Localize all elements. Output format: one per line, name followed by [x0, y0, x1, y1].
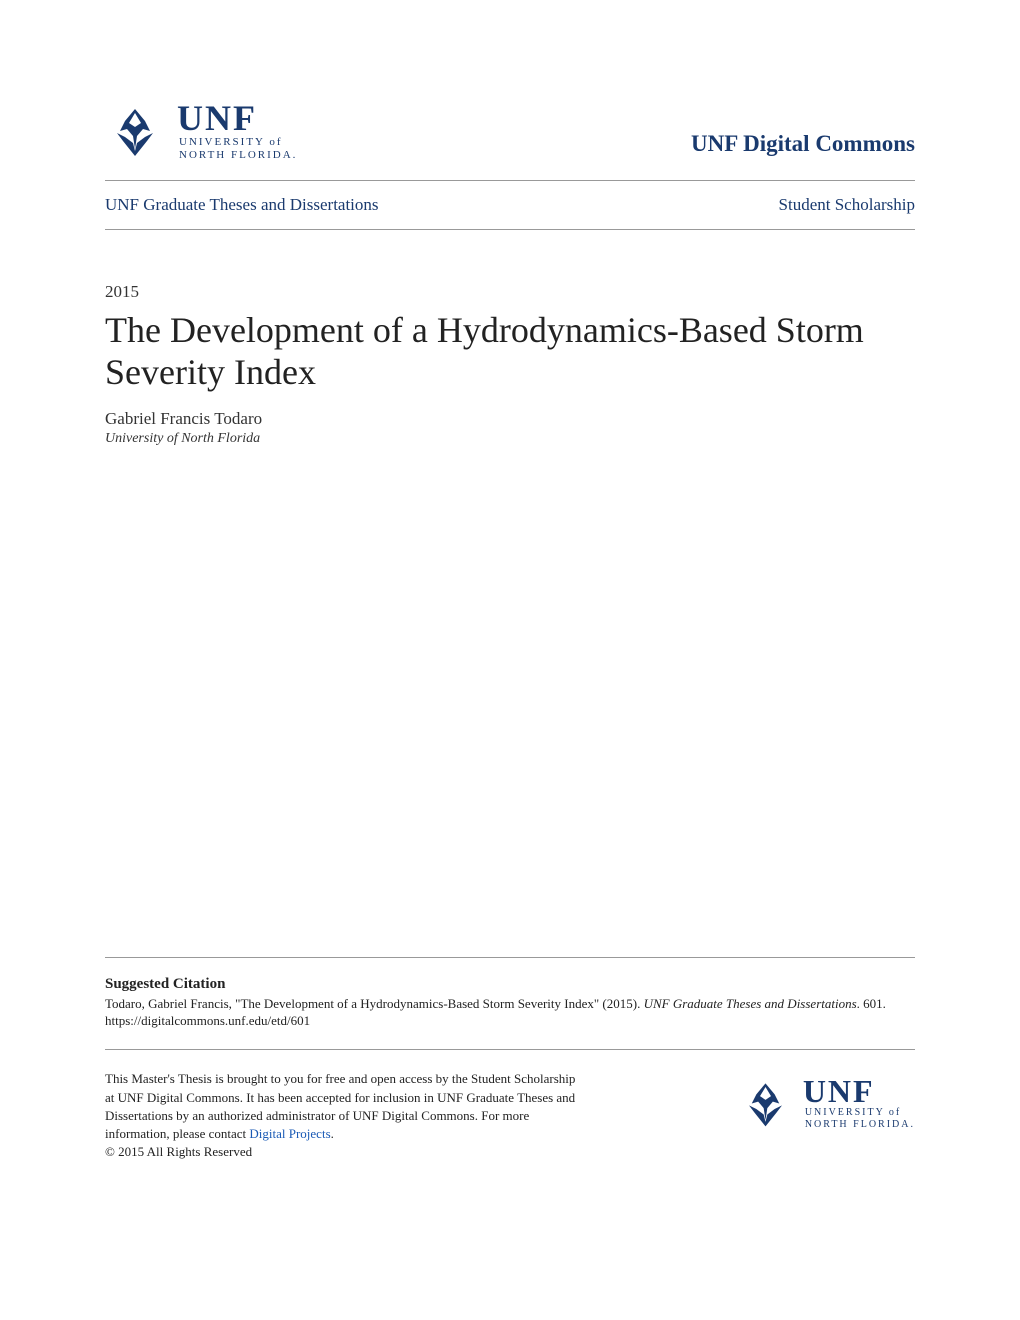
osprey-icon [105, 101, 165, 161]
author-affiliation: University of North Florida [105, 431, 915, 447]
citation-part2: . 601. [857, 996, 886, 1011]
citation-section: Suggested Citation Todaro, Gabriel Franc… [105, 957, 915, 1029]
footer-logo-unf-text: UNF [803, 1075, 915, 1107]
citation-part1: Todaro, Gabriel Francis, "The Developmen… [105, 996, 644, 1011]
citation-text: Todaro, Gabriel Francis, "The Developmen… [105, 995, 915, 1013]
logo-bottom: UNF UNIVERSITY of NORTH FLORIDA. [738, 1075, 915, 1131]
header: UNF UNIVERSITY of NORTH FLORIDA. UNF Dig… [105, 100, 915, 162]
footer-logo-university-line1: UNIVERSITY of [805, 1107, 915, 1119]
logo-university-line2: NORTH FLORIDA. [179, 149, 297, 162]
breadcrumb: UNF Graduate Theses and Dissertations St… [105, 181, 915, 229]
logo-unf-text: UNF [177, 100, 297, 136]
breadcrumb-parent-link[interactable]: Student Scholarship [779, 195, 915, 215]
footer-logo-university-line2: NORTH FLORIDA. [805, 1119, 915, 1131]
author-name: Gabriel Francis Todaro [105, 409, 915, 429]
osprey-icon-footer [738, 1076, 793, 1131]
publication-year: 2015 [105, 282, 915, 302]
copyright-text: © 2015 All Rights Reserved [105, 1144, 252, 1159]
footer-text-part2: . [331, 1126, 334, 1141]
citation-url: https://digitalcommons.unf.edu/etd/601 [105, 1013, 915, 1029]
divider-breadcrumb [105, 229, 915, 230]
citation-italic: UNF Graduate Theses and Dissertations [644, 996, 857, 1011]
footer-text-part1: This Master's Thesis is brought to you f… [105, 1071, 575, 1141]
footer-text: This Master's Thesis is brought to you f… [105, 1070, 585, 1161]
footer-section: This Master's Thesis is brought to you f… [105, 1049, 915, 1161]
logo-university-line1: UNIVERSITY of [179, 136, 297, 149]
logo-top: UNF UNIVERSITY of NORTH FLORIDA. [105, 100, 297, 162]
breadcrumb-collection-link[interactable]: UNF Graduate Theses and Dissertations [105, 195, 379, 215]
paper-title: The Development of a Hydrodynamics-Based… [105, 310, 915, 393]
citation-heading: Suggested Citation [105, 976, 915, 993]
digital-projects-link[interactable]: Digital Projects [249, 1126, 330, 1141]
repository-title[interactable]: UNF Digital Commons [691, 131, 915, 162]
